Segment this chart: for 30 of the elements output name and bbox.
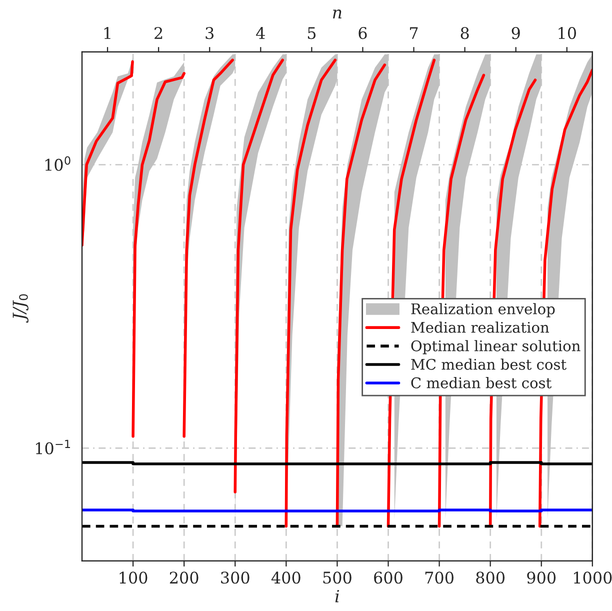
x-axis-title: i [335,590,340,602]
x2-tick-label: 10 [558,27,576,40]
x-tick-label: 700 [425,572,454,584]
x-tick-label: 600 [374,572,402,584]
x-tick-label: 1000 [574,572,612,584]
legend-label: MC median best cost [411,358,566,370]
x-tick-label: 400 [271,572,300,584]
x-tick-label: 900 [527,572,556,584]
x2-tick-label: 6 [358,27,367,40]
x2-tick-label: 1 [104,27,110,39]
x2-tick-label: 3 [206,27,214,40]
x2-tick-label: 9 [512,27,520,40]
x-tick-label: 100 [120,572,148,584]
x-tick-label: 300 [221,572,250,584]
y-tick-label: 10$^{−1}$ [36,440,70,454]
y-axis-title: J/J$_{0}$ [12,294,28,323]
x2-tick-label: 8 [460,27,469,40]
x-tick-label: 500 [323,572,352,584]
x-tick-label: 800 [476,572,505,584]
x-tick-label: 200 [170,572,198,584]
x2-axis-title: n [333,10,342,18]
x2-tick-label: 7 [410,27,418,39]
legend-label: Median realization [411,322,550,333]
legend-label: Optimal linear solution [411,340,580,354]
x2-tick-label: 2 [154,27,162,39]
x2-tick-label: 4 [256,27,265,39]
x2-tick-label: 5 [308,27,316,40]
legend-label: C median best cost [411,377,552,388]
legend-label: Realization envelop [411,303,555,318]
y-tick-label: 10$^{0}$ [45,156,70,171]
